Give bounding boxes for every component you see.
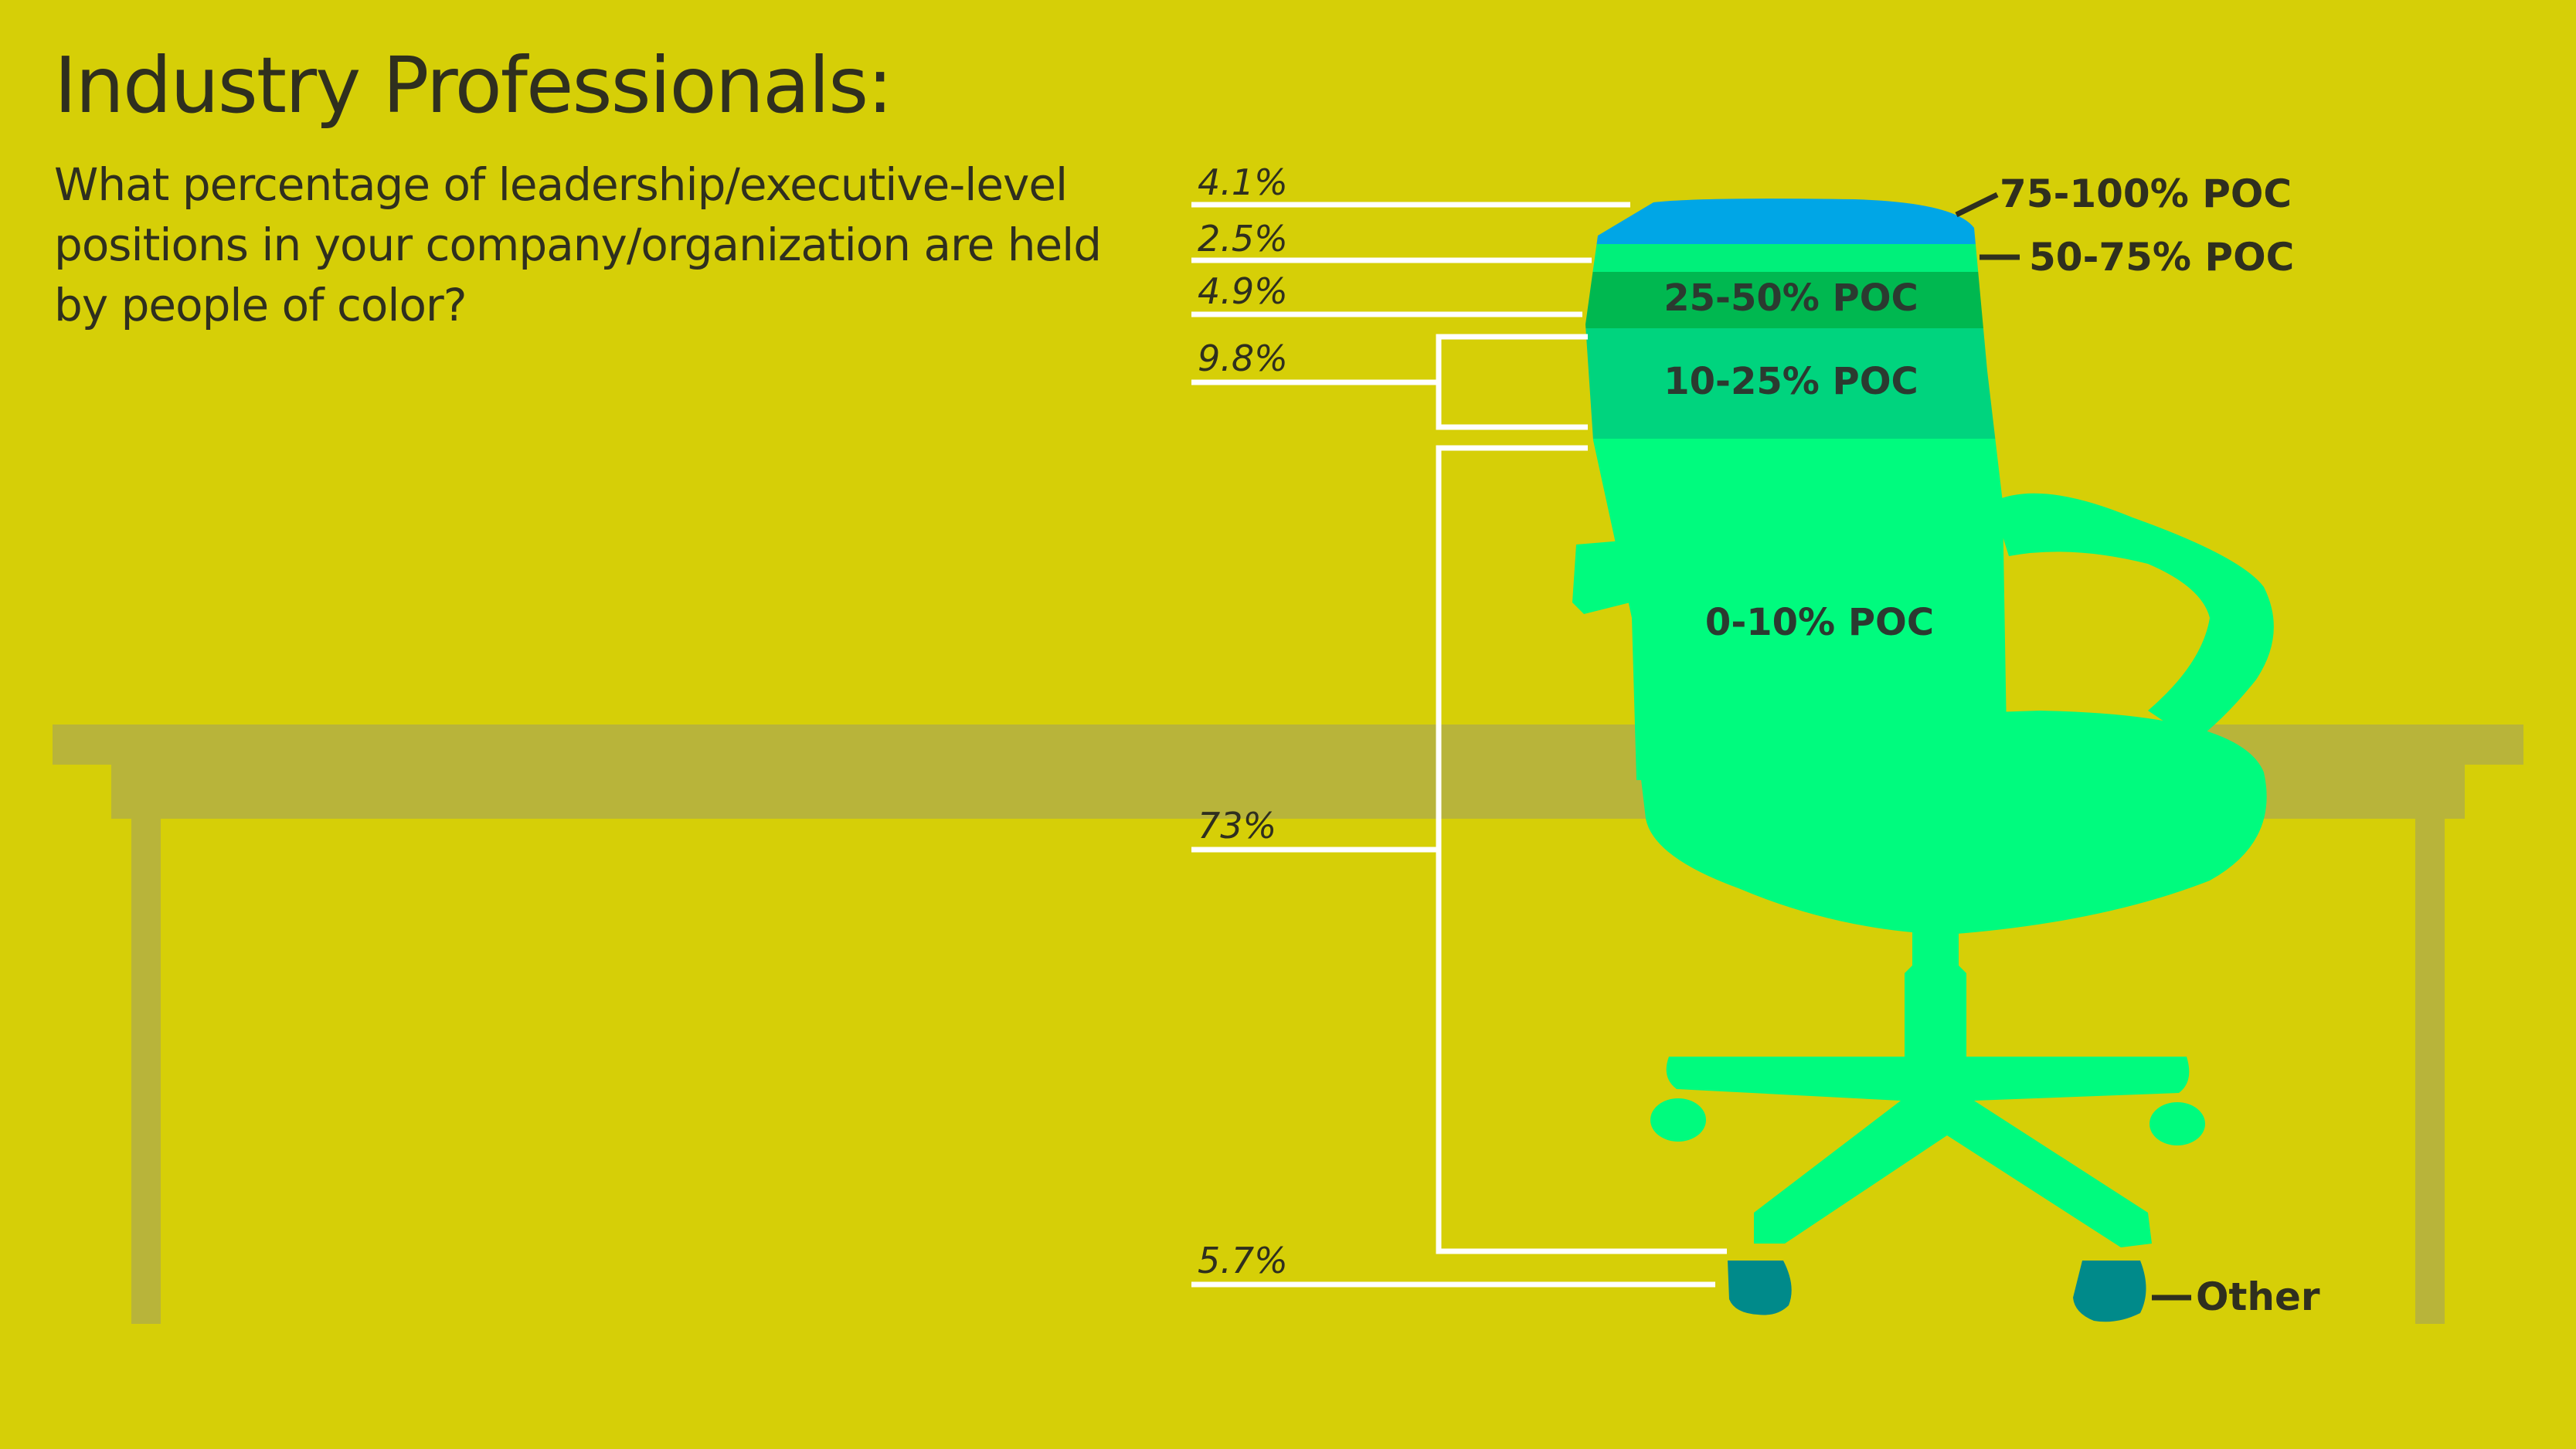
category-label-5: Other (2196, 1274, 2320, 1319)
armrest-right (1992, 493, 2274, 741)
category-label-0: 75-100% POC (2000, 171, 2292, 216)
caster-right (2073, 1261, 2146, 1322)
backrest-band-3 (1585, 328, 2007, 439)
percent-label-0: 4.1% (1198, 161, 1288, 203)
chair (1572, 199, 2274, 1322)
segment-label-3: 10-25% POC (1664, 360, 1918, 403)
percent-label-2: 4.9% (1198, 270, 1288, 312)
chart-subtitle: What percentage of leadership/executive-… (54, 158, 1102, 331)
percent-label-5: 5.7% (1198, 1240, 1288, 1281)
backrest-segments (1585, 199, 2007, 780)
chair-base (1650, 1057, 2205, 1247)
segment-label-4: 0-10% POC (1705, 601, 1934, 644)
backrest-band-0 (1585, 199, 2007, 244)
gas-column (1905, 919, 1966, 1066)
armrest-left (1572, 541, 1630, 614)
category-label-1: 50-75% POC (2029, 235, 2294, 280)
bracket-4 (1436, 445, 1727, 1254)
backrest-band-4 (1585, 439, 2007, 780)
caster-left (1728, 1261, 1792, 1315)
table-leg-left (131, 819, 161, 1324)
percent-label-3: 9.8% (1198, 338, 1288, 379)
callout-line-0 (1955, 192, 1999, 218)
leader-lines: 4.1% 2.5% 4.9% 9.8% 73% 5.7% (1191, 161, 1727, 1288)
bracket-3 (1436, 334, 1588, 430)
table-leg-right (2415, 819, 2445, 1324)
percent-label-4: 73% (1198, 805, 1276, 847)
percent-label-1: 2.5% (1198, 218, 1288, 260)
segment-label-2: 25-50% POC (1664, 277, 1918, 320)
backrest-band-2 (1585, 272, 2007, 328)
backrest-band-1 (1585, 244, 2007, 272)
chart-title: Industry Professionals: (54, 40, 893, 131)
